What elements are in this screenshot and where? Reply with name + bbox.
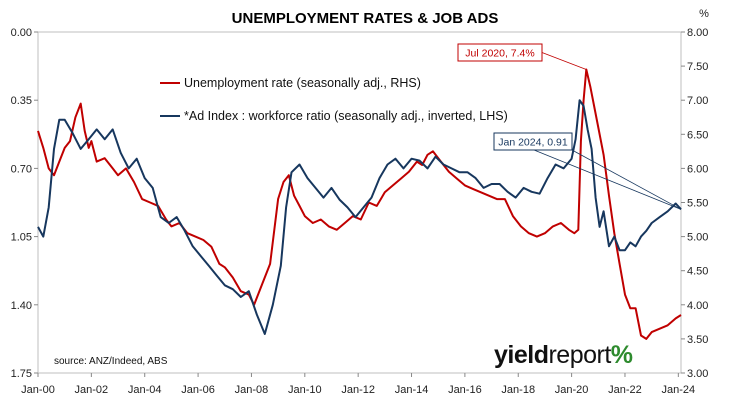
legend: Unemployment rate (seasonally adj., RHS)…: [160, 76, 508, 123]
chart-title: UNEMPLOYMENT RATES & JOB ADS: [232, 10, 499, 27]
annotations: Jul 2020, 7.4% Jan 2024, 0.91: [457, 43, 682, 210]
source-note: source: ANZ/Indeed, ABS: [54, 356, 168, 367]
left-tick-label: 1.05: [11, 232, 32, 244]
x-tick-label: Jan-14: [395, 384, 429, 396]
right-axis: 3.00 3.50 4.00 4.50 5.00 5.50 6.00 6.50 7.00 7.50…: [681, 27, 708, 380]
annotation-label: Jul 2020, 7.4%: [465, 48, 534, 60]
left-tick-label: 1.75: [11, 368, 32, 380]
right-tick-label: 3.50: [687, 334, 708, 346]
right-tick-label: 6.00: [687, 163, 708, 175]
left-axis: 0.00 0.35 0.70 1.05 1.40 1.75: [11, 27, 38, 380]
right-tick-label: 7.50: [687, 61, 708, 73]
x-tick-label: Jan-18: [501, 384, 535, 396]
x-tick-label: Jan-10: [288, 384, 322, 396]
right-tick-label: 5.50: [687, 198, 708, 210]
logo-word-yield: yield: [494, 341, 548, 369]
right-tick-label: 4.00: [687, 300, 708, 312]
right-tick-label: 4.50: [687, 266, 708, 278]
right-tick-label: 8.00: [687, 27, 708, 39]
annotation-box: [457, 43, 543, 62]
x-tick-label: Jan-20: [555, 384, 589, 396]
x-tick-label: Jan-02: [75, 384, 109, 396]
annotation-box: [493, 132, 573, 151]
x-tick-label: Jan-08: [235, 384, 269, 396]
annotation-leader-line: [533, 149, 682, 210]
right-tick-label: 6.50: [687, 129, 708, 141]
legend-label-ad-index: *Ad Index : workforce ratio (seasonally …: [184, 109, 508, 123]
x-tick-label: Jan-00: [21, 384, 55, 396]
x-tick-label: Jan-04: [128, 384, 162, 396]
series-line-unemployment: [37, 68, 682, 340]
x-tick-label: Jan-06: [181, 384, 215, 396]
annotation-label: Jan 2024, 0.91: [498, 137, 568, 149]
yieldreport-logo: yieldreport%: [494, 341, 633, 369]
left-tick-label: 0.35: [11, 95, 32, 107]
annotation-latest-ad-index: Jan 2024, 0.91: [493, 132, 682, 210]
right-axis-unit: %: [699, 8, 709, 20]
left-tick-label: 0.00: [11, 27, 32, 39]
annotation-peak-unemployment: Jul 2020, 7.4%: [457, 43, 587, 70]
x-tick-label: Jan-22: [608, 384, 642, 396]
x-tick-label: Jan-12: [341, 384, 375, 396]
right-tick-label: 5.00: [687, 232, 708, 244]
logo-word-report: report: [548, 341, 611, 369]
x-tick-label: Jan-16: [448, 384, 482, 396]
annotation-leader-line: [571, 149, 682, 210]
left-tick-label: 1.40: [11, 300, 32, 312]
logo-percent-symbol: %: [611, 341, 633, 369]
right-tick-label: 3.00: [687, 368, 708, 380]
left-tick-label: 0.70: [11, 163, 32, 175]
x-axis: Jan-00 Jan-02 Jan-04 Jan-06 Jan-08 Jan-10 Jan-…: [21, 373, 695, 396]
right-tick-label: 7.00: [687, 95, 708, 107]
x-tick-label: Jan-24: [662, 384, 696, 396]
series-layer: [37, 68, 682, 340]
logo-text: yieldreport%: [494, 341, 633, 369]
annotation-leader-line: [541, 52, 587, 70]
legend-label-unemployment: Unemployment rate (seasonally adj., RHS): [184, 76, 421, 90]
series-line-ad-index: [37, 99, 682, 335]
